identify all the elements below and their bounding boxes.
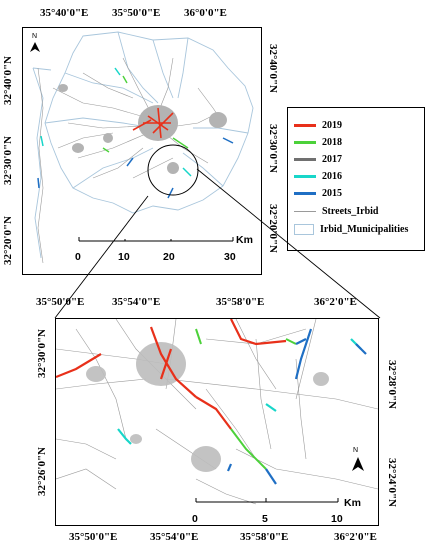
top-x-tick-1: 35°40'0"E [40,7,89,19]
legend-box-municipalities [294,224,314,236]
top-scale-label-10: 10 [118,251,130,263]
bottom-scale-label-5: 5 [262,513,268,525]
roads-2016 [40,67,192,177]
top-y-tick-left-3: 32°20'0"N [2,215,14,265]
bottom-x-tick-bottom-3: 35°58'0"E [240,531,289,543]
bottom-x-tick-bottom-2: 35°54'0"E [150,531,199,543]
top-scale-label-30: 30 [224,251,236,263]
bottom-scale-bar [195,498,339,503]
bottom-x-tick-top-1: 35°50'0"E [36,296,85,308]
top-scale-label-20: 20 [163,251,175,263]
top-y-tick-right-3: 32°20'0"N [267,204,279,254]
legend-line-2015 [294,192,316,195]
bottom-scale-unit: Km [344,497,361,509]
top-map-frame: N [22,27,262,275]
legend-box: 2019 2018 2017 2016 2015 Streets_Irbid I… [287,107,425,251]
top-y-tick-right-2: 32°30'0"N [267,124,279,174]
legend-item-2019: 2019 [294,120,342,131]
bottom-north-arrow-icon [352,457,364,471]
bottom-y-tick-right-1: 32°28'0"N [386,360,398,410]
legend-item-municipalities: Irbid_Municipalities [294,224,408,236]
legend-line-2017 [294,158,316,161]
bottom-x-tick-top-2: 35°54'0"E [112,296,161,308]
bottom-scale-label-10: 10 [331,513,343,525]
legend-item-2017: 2017 [294,154,342,165]
bottom-y-tick-right-2: 32°24'0"N [386,458,398,508]
bottom-x-tick-top-3: 35°58'0"E [216,296,265,308]
bottom-roads-2018 [195,328,297,470]
bottom-x-tick-top-4: 36°2'0"E [314,296,357,308]
bottom-y-tick-left-1: 32°30'0"N [36,328,48,378]
bottom-roads-2015 [226,328,367,485]
top-y-tick-right-1: 32°40'0"N [267,44,279,94]
north-arrow-icon [30,42,40,52]
bottom-y-tick-left-2: 32°26'0"N [36,446,48,496]
top-map-canvas[interactable] [23,28,261,274]
legend-line-2019 [294,124,316,127]
top-y-tick-left-2: 32°30'0"N [2,135,14,185]
top-scale-bar [78,237,234,242]
legend-item-2018: 2018 [294,137,342,148]
legend-item-2016: 2016 [294,171,342,182]
roads-2018 [102,75,189,153]
legend-line-streets [294,211,316,213]
legend-line-2016 [294,175,316,178]
top-x-tick-3: 36°0'0"E [184,7,227,19]
bottom-north-label: N [353,447,359,454]
bottom-map-frame: N [55,318,379,526]
bottom-x-tick-bottom-4: 36°2'0"E [334,531,377,543]
bottom-urban-clusters [86,342,329,472]
roads-2019 [132,107,174,139]
top-y-tick-left-1: 32°40'0"N [2,55,14,105]
legend-line-2018 [294,141,316,144]
bottom-x-tick-bottom-1: 35°50'0"E [69,531,118,543]
roads-2015 [37,137,234,199]
legend-item-streets: Streets_Irbid [294,206,378,217]
bottom-map-canvas[interactable] [56,319,378,525]
top-scale-label-0: 0 [75,251,81,263]
top-north-label: N [32,33,38,40]
legend-item-2015: 2015 [294,188,342,199]
bottom-scale-label-0: 0 [192,513,198,525]
municipality-boundaries [32,31,254,259]
top-scale-unit: Km [236,234,253,246]
bottom-roads-2019 [56,319,287,430]
top-x-tick-2: 35°50'0"E [112,7,161,19]
